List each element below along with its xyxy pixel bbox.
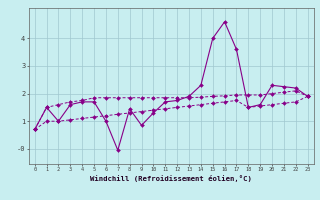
X-axis label: Windchill (Refroidissement éolien,°C): Windchill (Refroidissement éolien,°C)	[90, 175, 252, 182]
